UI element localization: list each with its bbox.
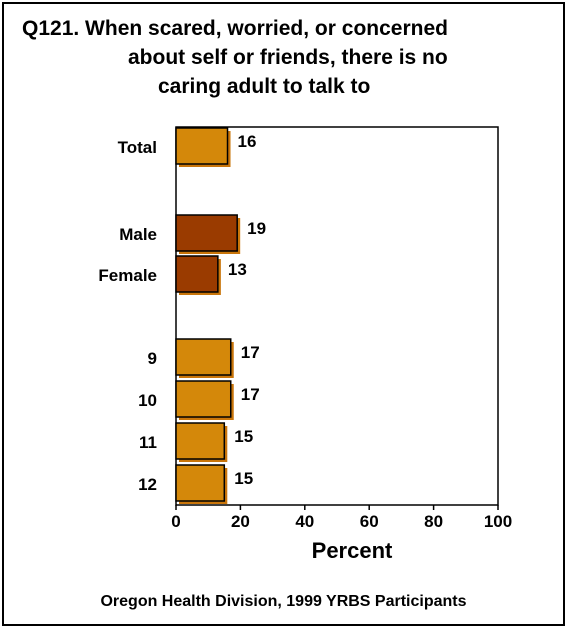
category-label-9: 9 — [148, 349, 157, 368]
value-label-12: 15 — [234, 469, 253, 488]
value-label-total: 16 — [238, 132, 257, 151]
bar-male — [176, 215, 237, 251]
category-label-10: 10 — [138, 391, 157, 410]
x-tick-label-40: 40 — [295, 512, 314, 531]
x-tick-label-80: 80 — [424, 512, 443, 531]
value-label-11: 15 — [234, 427, 253, 446]
x-tick-label-0: 0 — [171, 512, 180, 531]
category-labels-group: Total Male Female 9 10 11 12 — [98, 138, 157, 494]
bar-11 — [176, 423, 224, 459]
value-label-female: 13 — [228, 260, 247, 279]
category-label-male: Male — [119, 225, 157, 244]
bar-10 — [176, 381, 231, 417]
bar-female — [176, 256, 218, 292]
bar-9 — [176, 339, 231, 375]
x-ticks-group: 0 20 40 60 80 100 — [171, 505, 512, 531]
bars-group — [176, 128, 240, 504]
category-label-11: 11 — [139, 433, 157, 452]
bar-12 — [176, 465, 224, 501]
x-tick-label-60: 60 — [360, 512, 379, 531]
value-labels-group: 16 19 13 17 17 15 15 — [228, 132, 266, 488]
x-tick-label-20: 20 — [231, 512, 250, 531]
category-label-12: 12 — [138, 475, 157, 494]
value-label-10: 17 — [241, 385, 260, 404]
bar-total — [176, 128, 228, 164]
value-label-male: 19 — [247, 219, 266, 238]
x-axis-label: Percent — [262, 538, 442, 564]
source-note: Oregon Health Division, 1999 YRBS Partic… — [0, 593, 567, 611]
category-label-total: Total — [118, 138, 157, 157]
value-label-9: 17 — [241, 343, 260, 362]
x-tick-label-100: 100 — [484, 512, 512, 531]
category-label-female: Female — [98, 266, 157, 285]
